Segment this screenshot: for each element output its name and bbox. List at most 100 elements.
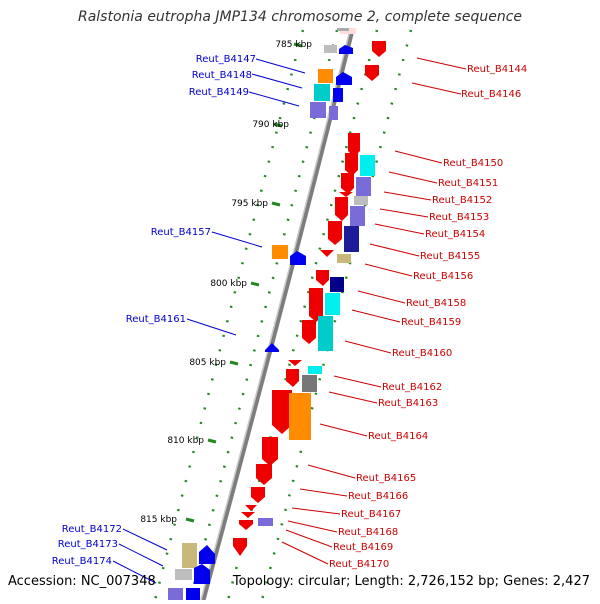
- leader-line: [344, 340, 392, 354]
- gene-arrow-blue[interactable]: [265, 343, 279, 352]
- gene-arrow-red[interactable]: [251, 487, 265, 503]
- map-title: Ralstonia eutropha JMP134 chromosome 2, …: [77, 9, 522, 25]
- gene-block[interactable]: [329, 106, 338, 120]
- gene-block[interactable]: [314, 84, 330, 101]
- gene-block[interactable]: [325, 293, 340, 315]
- gene-block[interactable]: [330, 277, 344, 292]
- gene-block[interactable]: [175, 569, 192, 580]
- gene-block[interactable]: [302, 375, 317, 392]
- gene-arrow-blue[interactable]: [290, 251, 306, 265]
- gene-block[interactable]: [337, 254, 351, 263]
- gene-arrow-red[interactable]: [286, 369, 299, 387]
- gene-block[interactable]: [344, 226, 359, 252]
- gene-label-right[interactable]: Reut_B4162: [382, 382, 442, 393]
- gene-arrow-red[interactable]: [365, 65, 379, 81]
- gene-block[interactable]: [289, 393, 311, 440]
- gene-arrow-red[interactable]: [328, 221, 342, 245]
- leader-line: [122, 528, 168, 551]
- gene-label-right[interactable]: Reut_B4164: [368, 431, 428, 442]
- gene-label-left[interactable]: Reut_B4147: [196, 54, 256, 65]
- gene-label-right[interactable]: Reut_B4158: [406, 298, 466, 309]
- gene-block[interactable]: [308, 366, 322, 374]
- gene-arrow-red[interactable]: [245, 505, 257, 511]
- gene-label-left[interactable]: Reut_B4161: [126, 314, 186, 325]
- gene-block[interactable]: [324, 45, 337, 53]
- leader-line: [251, 73, 303, 89]
- gene-label-right[interactable]: Reut_B4167: [341, 509, 401, 520]
- gene-block[interactable]: [258, 518, 273, 526]
- gene-label-right[interactable]: Reut_B4154: [425, 229, 485, 240]
- gene-block[interactable]: [350, 206, 365, 226]
- gene-arrow-red[interactable]: [345, 153, 358, 176]
- gene-arrow-red[interactable]: [341, 173, 354, 194]
- gene-arrow-blue[interactable]: [336, 72, 352, 85]
- gene-label-right[interactable]: Reut_B4160: [392, 348, 452, 359]
- leader-line: [211, 231, 263, 248]
- gene-label-right[interactable]: Reut_B4156: [413, 271, 473, 282]
- gene-arrow-red[interactable]: [239, 520, 253, 530]
- gene-arrow-red[interactable]: [302, 320, 316, 344]
- leader-line: [186, 318, 237, 336]
- leader-line: [328, 391, 378, 404]
- gene-arrow-red[interactable]: [339, 192, 353, 197]
- gene-block[interactable]: [318, 316, 333, 351]
- gene-arrow-red[interactable]: [262, 437, 278, 466]
- gene-label-right[interactable]: Reut_B4151: [438, 178, 498, 189]
- scale-tick: [250, 281, 260, 287]
- leader-line: [369, 243, 420, 257]
- gene-arrow-blue[interactable]: [339, 45, 353, 54]
- gene-label-right[interactable]: Reut_B4166: [348, 491, 408, 502]
- gene-label-right[interactable]: Reut_B4150: [443, 158, 503, 169]
- gene-arrow-red[interactable]: [288, 360, 302, 366]
- gene-label-left[interactable]: Reut_B4173: [58, 539, 118, 550]
- leader-line: [333, 375, 382, 388]
- gene-arrow-blue[interactable]: [199, 545, 215, 564]
- gene-arrow-red[interactable]: [320, 250, 334, 257]
- gene-block[interactable]: [360, 155, 375, 176]
- leader-line: [307, 464, 356, 479]
- gene-arrow-red[interactable]: [272, 390, 292, 434]
- gene-block[interactable]: [310, 102, 326, 118]
- gene-label-left[interactable]: Reut_B4148: [192, 70, 252, 81]
- gene-block[interactable]: [354, 196, 368, 205]
- gene-block[interactable]: [272, 245, 288, 259]
- leader-line: [374, 223, 425, 235]
- gene-arrow-red[interactable]: [256, 464, 272, 485]
- gene-label-right[interactable]: Reut_B4144: [467, 64, 527, 75]
- gene-label-right[interactable]: Reut_B4152: [432, 195, 492, 206]
- gene-block[interactable]: [182, 543, 197, 568]
- gene-label-right[interactable]: Reut_B4146: [461, 89, 521, 100]
- gene-block[interactable]: [333, 88, 343, 102]
- gene-label-right[interactable]: Reut_B4170: [329, 559, 389, 570]
- gene-arrow-red[interactable]: [309, 288, 323, 322]
- gene-label-right[interactable]: Reut_B4169: [333, 542, 393, 553]
- gene-label-right[interactable]: Reut_B4165: [356, 473, 416, 484]
- leader-line: [287, 520, 338, 533]
- scale-label-810: 810 kbp: [167, 436, 204, 446]
- gene-arrow-red[interactable]: [335, 197, 348, 221]
- gene-label-right[interactable]: Reut_B4163: [378, 398, 438, 409]
- gene-arrow-red[interactable]: [348, 133, 360, 157]
- gene-label-right[interactable]: Reut_B4159: [401, 317, 461, 328]
- gene-label-left[interactable]: Reut_B4157: [151, 227, 211, 238]
- gene-label-left[interactable]: Reut_B4172: [62, 524, 122, 535]
- gene-label-right[interactable]: Reut_B4155: [420, 251, 480, 262]
- gene-label-left[interactable]: Reut_B4174: [52, 556, 112, 567]
- gene-block[interactable]: [337, 28, 349, 31]
- gene-arrow-red[interactable]: [316, 270, 329, 286]
- gene-label-right[interactable]: Reut_B4168: [338, 527, 398, 538]
- leader-line: [281, 541, 329, 565]
- gene-arrow-red[interactable]: [372, 41, 386, 57]
- gene-block[interactable]: [356, 177, 371, 196]
- gene-arrow-red[interactable]: [241, 512, 255, 518]
- gene-arrow-blue[interactable]: [194, 564, 210, 584]
- gene-block[interactable]: [186, 588, 200, 600]
- gene-label-left[interactable]: Reut_B4149: [189, 87, 249, 98]
- gene-label-right[interactable]: Reut_B4153: [429, 212, 489, 223]
- gene-block[interactable]: [318, 69, 333, 83]
- gene-block[interactable]: [168, 588, 183, 600]
- scale-label-795: 795 kbp: [231, 199, 268, 209]
- gene-arrow-red[interactable]: [233, 538, 247, 556]
